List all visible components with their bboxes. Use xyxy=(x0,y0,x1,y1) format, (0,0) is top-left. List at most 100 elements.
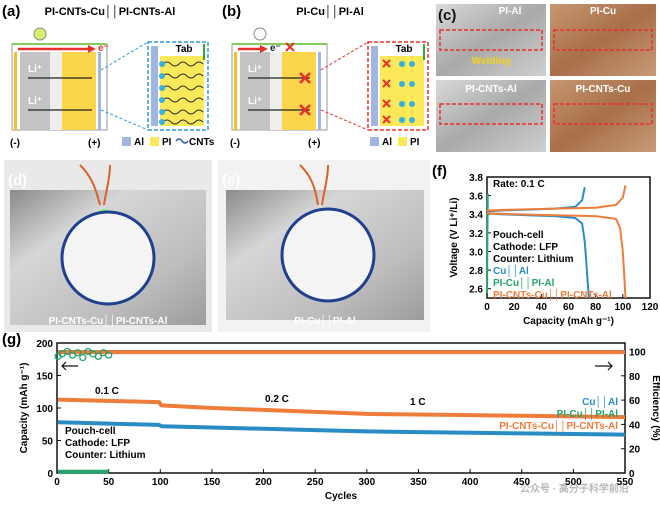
pos: (+) xyxy=(88,138,101,149)
marker xyxy=(63,347,71,356)
y2-axis-label: Efficiency (%) xyxy=(650,375,660,441)
tab-label: Tab xyxy=(395,44,412,55)
li-label: Li⁺ xyxy=(248,96,262,107)
y-tick-label: 2.6 xyxy=(469,285,483,296)
cross xyxy=(299,72,311,116)
li-dots xyxy=(399,61,415,123)
series-line xyxy=(57,397,626,420)
x-tick-label: 150 xyxy=(204,477,221,488)
photo-label: PI-Al xyxy=(499,6,522,17)
y2-tick-label: 0 xyxy=(629,469,635,480)
layer xyxy=(318,52,321,130)
layer xyxy=(380,56,424,126)
y-axis-label: Voltage (V Li⁺/Li) xyxy=(449,197,460,277)
x-tick-label: 550 xyxy=(617,477,634,488)
marker xyxy=(74,349,82,357)
annotation: Counter: Lithium xyxy=(65,450,146,461)
photo xyxy=(550,4,656,76)
y-tick-label: 3.6 xyxy=(469,192,483,203)
neg: (-) xyxy=(230,138,240,149)
bulb xyxy=(33,27,47,41)
layer xyxy=(282,52,316,130)
legend-label: PI xyxy=(162,137,172,148)
panel-label: (d) xyxy=(8,172,27,189)
legend-swatch xyxy=(122,137,131,146)
x-tick-label: 50 xyxy=(103,477,115,488)
series-line xyxy=(486,185,627,299)
annotation: Cathode: LFP xyxy=(493,242,558,253)
x-tick-label: 350 xyxy=(410,477,427,488)
legend-swatch xyxy=(398,137,407,146)
tab-label: Tab xyxy=(175,44,192,55)
electron: e⁻ xyxy=(270,43,281,54)
y-tick-label: 3.4 xyxy=(469,210,483,221)
marker xyxy=(94,352,102,361)
annotation: Counter: Lithium xyxy=(493,254,574,265)
legend-label: PI-CNTs-Cu││PI-CNTs-Al xyxy=(493,288,612,302)
panel-label: (a) xyxy=(2,3,20,20)
y-tick-label: 3.8 xyxy=(469,173,483,184)
wire xyxy=(299,164,329,206)
watermark: 公众号 · 高分子科学前沿 xyxy=(520,482,629,495)
bulb xyxy=(253,27,267,41)
x-tick-label: 100 xyxy=(614,302,631,313)
legend-label: Al xyxy=(134,137,144,148)
panel-title: PI-Cu││PI-Al xyxy=(296,4,364,19)
legend-label: PI-Cu││PI-Al xyxy=(493,276,555,290)
panel-label: (c) xyxy=(438,7,456,24)
x-tick-label: 200 xyxy=(255,477,272,488)
layer xyxy=(240,52,270,130)
y-tick-label: 0 xyxy=(47,469,53,480)
marker xyxy=(104,351,113,359)
li-label: Li⁺ xyxy=(28,96,42,107)
legend-label: PI xyxy=(410,137,420,148)
legend-swatch xyxy=(175,138,189,144)
layer xyxy=(160,56,204,126)
panel-a: (a) PI-CNTs-Cu││PI-CNTs-Al e⁻ Li⁺ Li⁺ (-… xyxy=(2,3,215,149)
separator xyxy=(50,52,62,130)
series-line xyxy=(486,193,489,294)
series-line xyxy=(57,420,626,437)
x-tick-label: 100 xyxy=(152,477,169,488)
weld-box xyxy=(439,29,653,125)
x-tick-label: 400 xyxy=(462,477,479,488)
logo xyxy=(280,207,376,303)
y2-tick-label: 60 xyxy=(629,396,641,407)
photo xyxy=(436,80,546,152)
wire xyxy=(79,164,111,206)
legend-label: PI-Cu││PI-Al xyxy=(557,407,619,421)
legend-swatch xyxy=(370,137,379,146)
y2-tick-label: 20 xyxy=(629,445,641,456)
annotation: Pouch-cell xyxy=(493,230,544,241)
panel-label: (b) xyxy=(222,3,241,20)
x-tick-label: 250 xyxy=(307,477,324,488)
li-label: Li⁺ xyxy=(28,64,42,75)
zoom-line xyxy=(100,109,149,131)
logo xyxy=(60,210,156,306)
y-tick-label: 150 xyxy=(36,372,53,383)
layer xyxy=(234,52,237,130)
panel-d: (d) PI-CNTs-Cu││PI-CNTs-Al xyxy=(4,160,212,332)
pos: (+) xyxy=(308,138,321,149)
annotation: 0.1 C xyxy=(95,386,119,397)
x-tick-label: 40 xyxy=(536,302,548,313)
x-tick-label: 20 xyxy=(509,302,521,313)
y2-tick-label: 100 xyxy=(629,348,646,359)
photo xyxy=(550,80,656,152)
panel-e: (e) PI-Cu││PI-Al xyxy=(218,160,430,332)
cross xyxy=(382,59,391,124)
legend-label: Cu││Al xyxy=(493,264,529,278)
x-axis-label: Capacity (mAh g⁻¹) xyxy=(523,316,614,327)
annotation: Pouch-cell xyxy=(65,426,116,437)
annotation: 1 C xyxy=(410,397,426,408)
layer xyxy=(371,46,378,126)
x-tick-label: 60 xyxy=(563,302,575,313)
panel-label: (e) xyxy=(222,172,240,189)
legend-label: PI-CNTs-Cu││PI-CNTs-Al xyxy=(499,419,618,433)
arrow xyxy=(595,361,613,371)
annotation: 0.2 C xyxy=(265,394,289,405)
x-tick-label: 450 xyxy=(513,477,530,488)
x-tick-label: 0 xyxy=(54,477,60,488)
photo-label: PI-CNTs-Al xyxy=(465,84,517,95)
